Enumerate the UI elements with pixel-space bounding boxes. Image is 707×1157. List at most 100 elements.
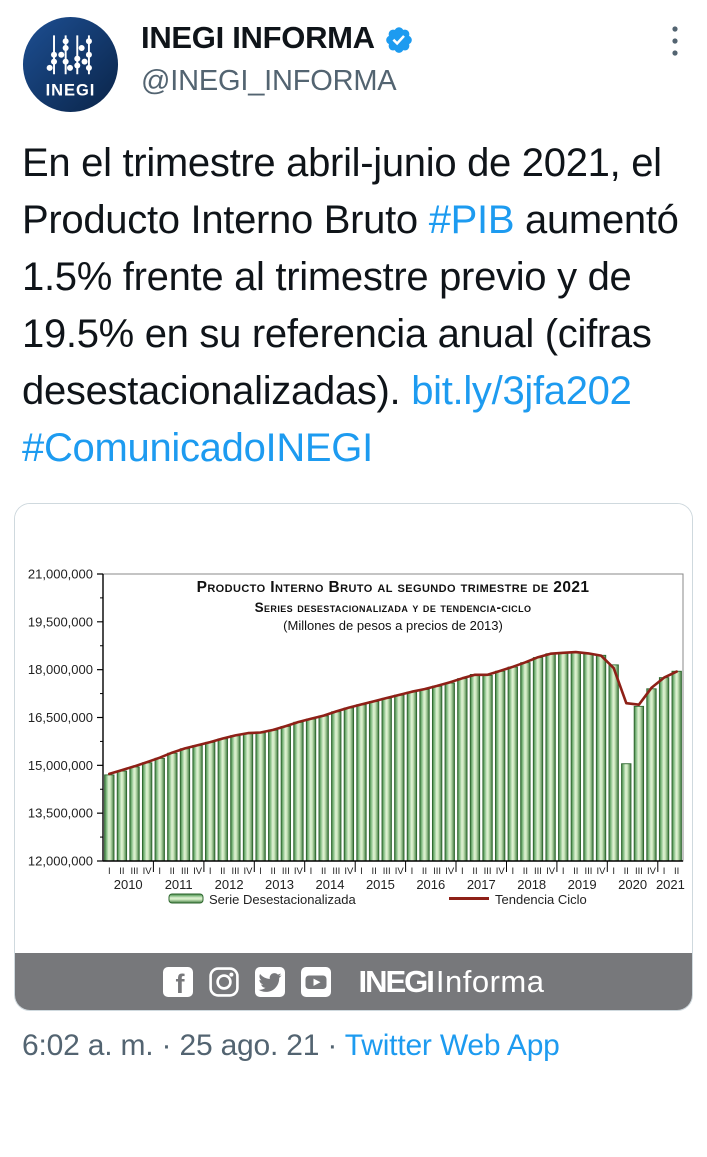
svg-text:II: II	[119, 866, 124, 877]
svg-text:21,000,000: 21,000,000	[28, 567, 93, 582]
image-footer-bar: f INEGI Informa	[15, 953, 692, 1010]
svg-text:III: III	[131, 866, 139, 877]
svg-text:II: II	[422, 866, 427, 877]
avatar-label: INEGI	[46, 82, 96, 100]
svg-text:II: II	[371, 866, 376, 877]
svg-text:2019: 2019	[568, 877, 597, 892]
brand-bold: INEGI	[358, 964, 434, 999]
svg-text:III: III	[383, 866, 391, 877]
svg-text:II: II	[523, 866, 528, 877]
svg-text:III: III	[181, 866, 189, 877]
tweet-card: INEGI INEGI INFORMA @INEGI_INFORMA En el…	[14, 16, 693, 1063]
svg-text:2015: 2015	[366, 877, 395, 892]
svg-text:IV: IV	[597, 866, 607, 877]
svg-text:2016: 2016	[416, 877, 445, 892]
tweet-link[interactable]: #ComunicadoINEGI	[22, 426, 373, 470]
tweet-text-segment: aumentó 1.5% frente al trimestre previo …	[22, 198, 690, 413]
svg-text:III: III	[534, 866, 542, 877]
svg-text:II: II	[321, 866, 326, 877]
svg-text:2017: 2017	[467, 877, 496, 892]
twitter-icon	[255, 966, 286, 997]
svg-text:Serie Desestacionalizada: Serie Desestacionalizada	[209, 892, 356, 907]
svg-text:I: I	[663, 866, 666, 877]
svg-text:IV: IV	[546, 866, 556, 877]
svg-text:III: III	[635, 866, 643, 877]
inegi-informa-logo: INEGI Informa	[358, 966, 544, 997]
tweet-text-segment: En el trimestre abril-junio de 2021, el …	[22, 141, 673, 242]
tweet-header: INEGI INEGI INFORMA @INEGI_INFORMA	[22, 16, 685, 113]
svg-text:IV: IV	[647, 866, 657, 877]
svg-text:2010: 2010	[114, 877, 143, 892]
more-menu-icon	[672, 26, 678, 56]
svg-text:I: I	[511, 866, 514, 877]
svg-text:III: III	[584, 866, 592, 877]
user-handle[interactable]: @INEGI_INFORMA	[141, 65, 397, 97]
svg-text:IV: IV	[445, 866, 455, 877]
more-menu-button[interactable]	[669, 16, 685, 67]
svg-text:I: I	[461, 866, 464, 877]
svg-text:IV: IV	[496, 866, 506, 877]
gdp-chart: 12,000,000 13,500,000 15,000,000 16,500,000…	[28, 567, 685, 908]
svg-text:II: II	[674, 866, 679, 877]
svg-text:IV: IV	[193, 866, 203, 877]
svg-text:2011: 2011	[165, 877, 193, 892]
tweet-link[interactable]: bit.ly/3jfa202	[411, 369, 632, 413]
svg-text:III: III	[484, 866, 492, 877]
svg-text:IV: IV	[143, 866, 153, 877]
svg-text:I: I	[310, 866, 313, 877]
svg-text:IV: IV	[294, 866, 304, 877]
instagram-icon	[209, 966, 240, 997]
svg-text:I: I	[158, 866, 161, 877]
svg-text:I: I	[612, 866, 615, 877]
svg-text:I: I	[209, 866, 212, 877]
svg-text:III: III	[231, 866, 239, 877]
svg-text:III: III	[282, 866, 290, 877]
svg-text:IV: IV	[395, 866, 405, 877]
tweet-text-segment	[632, 369, 643, 413]
svg-text:II: II	[220, 866, 225, 877]
youtube-icon	[301, 966, 332, 997]
brand-regular: Informa	[435, 964, 545, 999]
svg-text:16,500,000: 16,500,000	[28, 710, 93, 725]
inegi-avatar[interactable]: INEGI	[22, 16, 119, 113]
svg-text:I: I	[108, 866, 111, 877]
media-card[interactable]: 12,000,000 13,500,000 15,000,000 16,500,000…	[14, 503, 693, 1011]
svg-text:Producto Interno Bruto al segu: Producto Interno Bruto al segundo trimes…	[197, 579, 590, 596]
verified-badge-icon	[385, 26, 412, 53]
svg-text:IV: IV	[244, 866, 254, 877]
svg-text:II: II	[271, 866, 276, 877]
svg-text:I: I	[562, 866, 565, 877]
svg-text:IV: IV	[344, 866, 354, 877]
svg-text:2020: 2020	[618, 877, 647, 892]
svg-text:f: f	[176, 969, 186, 998]
svg-text:III: III	[433, 866, 441, 877]
svg-text:19,500,000: 19,500,000	[28, 614, 93, 629]
abacus-beads	[46, 38, 92, 71]
timestamp-meta: 6:02 a. m. · 25 ago. 21 ·	[22, 1029, 345, 1062]
svg-text:Tendencia Ciclo: Tendencia Ciclo	[495, 892, 587, 907]
tweet-link[interactable]: #PIB	[428, 198, 515, 242]
display-name[interactable]: INEGI INFORMA	[141, 20, 375, 55]
source-link[interactable]: Twitter Web App	[344, 1029, 560, 1062]
svg-text:II: II	[472, 866, 477, 877]
facebook-icon: f	[163, 966, 194, 998]
svg-text:II: II	[624, 866, 629, 877]
svg-text:Series desestacionalizada y de: Series desestacionalizada y de tendencia…	[255, 600, 532, 615]
svg-text:2018: 2018	[517, 877, 546, 892]
svg-text:15,000,000: 15,000,000	[28, 758, 93, 773]
svg-text:18,000,000: 18,000,000	[28, 662, 93, 677]
timestamp: 6:02 a. m. · 25 ago. 21 · Twitter Web Ap…	[22, 1029, 685, 1063]
svg-text:12,000,000: 12,000,000	[28, 854, 93, 869]
svg-text:I: I	[411, 866, 414, 877]
svg-text:II: II	[573, 866, 578, 877]
svg-text:2012: 2012	[215, 877, 244, 892]
svg-text:2014: 2014	[316, 877, 345, 892]
svg-text:II: II	[170, 866, 175, 877]
svg-text:I: I	[360, 866, 363, 877]
svg-text:III: III	[332, 866, 340, 877]
svg-text:(Millones de pesos a precios d: (Millones de pesos a precios de 2013)	[283, 618, 503, 633]
svg-text:2021: 2021	[656, 877, 685, 892]
svg-text:2013: 2013	[265, 877, 294, 892]
tweet-text: En el trimestre abril-junio de 2021, el …	[22, 135, 685, 477]
svg-text:I: I	[259, 866, 262, 877]
